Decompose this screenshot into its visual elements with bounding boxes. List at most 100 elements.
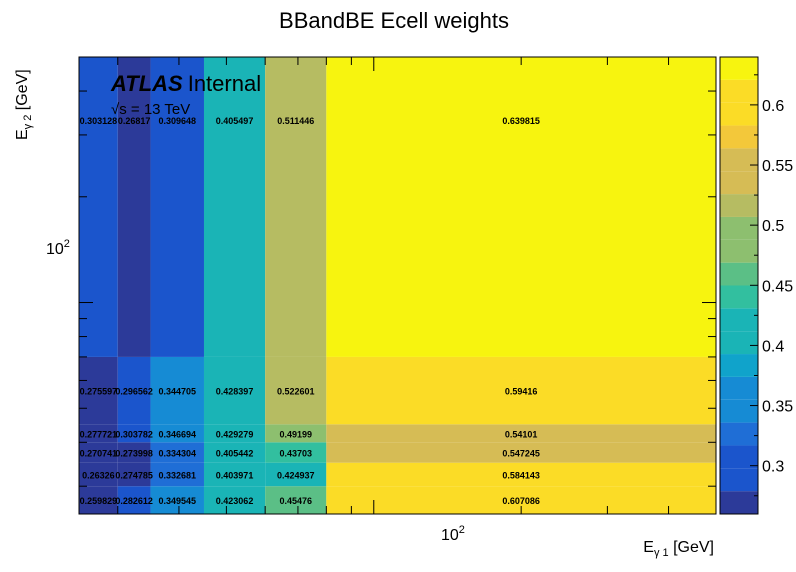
heatmap-cell (203, 356, 266, 425)
color-scale-band (720, 331, 758, 355)
color-scale-band (720, 171, 758, 195)
cell-value-label: 0.607086 (502, 496, 540, 506)
color-scale-band (720, 194, 758, 217)
heatmap-cell (203, 442, 266, 463)
cell-value-label: 0.270741 (80, 448, 118, 458)
heatmap-cell (203, 462, 266, 487)
cell-value-label: 0.303128 (80, 116, 118, 126)
cell-value-label: 0.26817 (118, 116, 151, 126)
cell-value-label: 0.522601 (277, 387, 315, 397)
atlas-brand: ATLAS (110, 71, 183, 96)
energy-label: √s = 13 TeV (111, 101, 190, 118)
heatmap-cell (117, 486, 151, 514)
color-scale-band (720, 422, 758, 446)
color-scale-band (720, 102, 758, 126)
heatmap-cell (265, 57, 327, 357)
cell-value-label: 0.349545 (158, 496, 196, 506)
cell-value-label: 0.54101 (505, 429, 538, 439)
heatmap-cell (203, 57, 266, 357)
x-axis-ticks (117, 57, 717, 514)
x-axis-label: Eγ 1 [GeV] (643, 539, 714, 559)
heatmap-cell (265, 424, 327, 443)
y-tick-label-100: 102 (46, 238, 70, 258)
cell-value-label: 0.429279 (216, 429, 254, 439)
color-scale-band (720, 354, 758, 377)
color-scale-band (720, 399, 758, 423)
color-scale-band (720, 148, 758, 172)
color-scale-band (720, 262, 758, 286)
cell-value-label: 0.259829 (80, 496, 118, 506)
cell-value-label: 0.405442 (216, 448, 254, 458)
color-scale-tick-label: 0.4 (762, 338, 784, 355)
heatmap-cell (79, 442, 118, 463)
heatmap-cell (203, 486, 266, 514)
cell-value-label: 0.428397 (216, 387, 254, 397)
color-scale-band (720, 468, 758, 492)
cell-value-label: 0.346694 (158, 429, 196, 439)
heatmap-cell (79, 57, 118, 357)
cell-value-label: 0.274785 (115, 470, 153, 480)
heatmap-cell (150, 462, 204, 487)
cell-value-label: 0.26326 (82, 470, 115, 480)
cell-value-label: 0.344705 (158, 387, 196, 397)
heatmap-cell (326, 442, 716, 463)
color-scale-band (720, 308, 758, 332)
color-scale-tick-label: 0.3 (762, 459, 784, 476)
cell-value-label: 0.334304 (158, 448, 196, 458)
x-tick-label-100: 102 (441, 524, 465, 544)
cell-value-label: 0.275597 (80, 387, 118, 397)
heatmap-cell (117, 442, 151, 463)
heatmap-cell (265, 356, 327, 425)
heatmap-cell (265, 442, 327, 463)
cell-value-label: 0.584143 (502, 470, 540, 480)
heatmap-cell (150, 356, 204, 425)
heatmap-cell (326, 424, 716, 443)
color-scale-band (720, 79, 758, 103)
cell-value-label: 0.405497 (216, 116, 254, 126)
heatmap-cell (150, 57, 204, 357)
heatmap-cell (117, 57, 151, 357)
color-scale-band (720, 491, 758, 514)
heatmap-cell (117, 424, 151, 443)
heatmap-cell (79, 424, 118, 443)
cell-value-label: 0.403971 (216, 470, 254, 480)
color-scale-band (720, 125, 758, 149)
cell-value-label: 0.59416 (505, 387, 538, 397)
color-scale-band (720, 285, 758, 309)
heatmap-cell (326, 57, 716, 357)
y-axis-label: Eγ 2 [GeV] (14, 69, 34, 140)
cell-value-label: 0.296562 (115, 387, 153, 397)
cell-value-label: 0.511446 (277, 116, 314, 126)
cell-value-label: 0.332681 (158, 470, 196, 480)
y-axis-ticks (79, 56, 716, 487)
heatmap-cell (79, 356, 118, 425)
heatmap-cell (117, 462, 151, 487)
heatmap-cell (203, 424, 266, 443)
color-scale (720, 57, 758, 514)
color-scale-band (720, 57, 758, 80)
plot-frame (78, 56, 717, 515)
cell-value-label: 0.423062 (216, 496, 254, 506)
heatmap-cell (326, 356, 716, 425)
heatmap-cells (79, 57, 716, 514)
heatmap-cell (326, 462, 716, 487)
heatmap-cell (150, 424, 204, 443)
cell-value-label: 0.273998 (115, 448, 153, 458)
cell-value-label: 0.45476 (279, 496, 312, 506)
cell-value-label: 0.639815 (502, 116, 540, 126)
color-scale-band (720, 239, 758, 263)
atlas-status: Internal (188, 71, 261, 96)
cell-value-label: 0.282612 (115, 496, 153, 506)
chart-title: BBandBE Ecell weights (279, 8, 509, 33)
color-scale-tick-label: 0.5 (762, 218, 784, 235)
cell-value-label: 0.547245 (502, 448, 540, 458)
color-scale-ticks: 0.3 0.35 0.4 0.45 0.5 0.55 0.6 (750, 74, 793, 497)
heatmap-cell (117, 356, 151, 425)
cell-value-label: 0.43703 (279, 448, 312, 458)
cell-value-label: 0.424937 (277, 470, 315, 480)
cell-value-label: 0.309648 (158, 116, 196, 126)
heatmap-cell (265, 462, 327, 487)
heatmap-cell (150, 486, 204, 514)
heatmap-cell (150, 442, 204, 463)
atlas-label: ATLAS Internal (110, 71, 261, 96)
